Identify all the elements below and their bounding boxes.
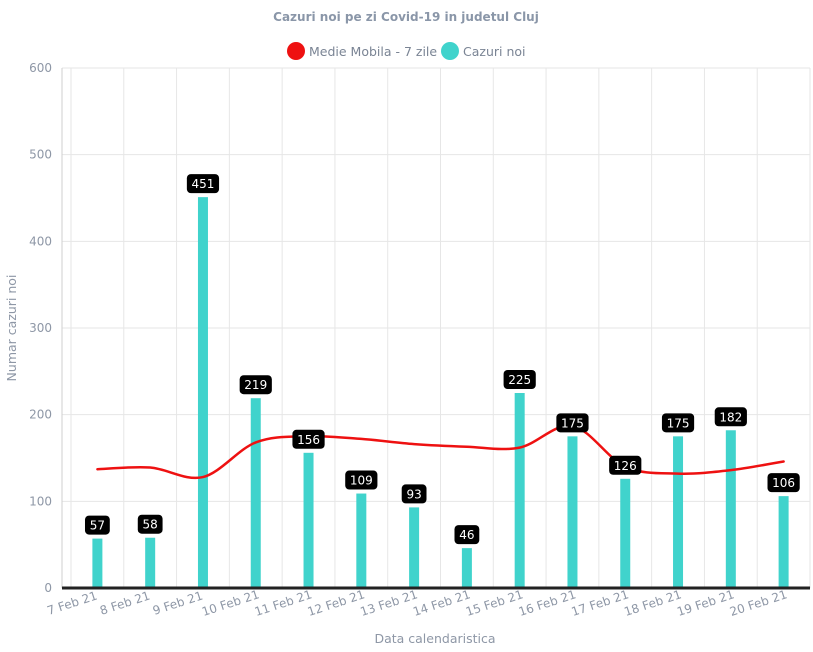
data-label-box — [556, 413, 589, 433]
bar-new-cases[interactable] — [567, 436, 578, 588]
data-label: 57 — [84, 515, 110, 535]
data-label-text: 219 — [244, 378, 267, 392]
data-label-box — [292, 429, 325, 449]
data-label-text: 175 — [561, 416, 584, 430]
x-tick-label: 13 Feb 21 — [358, 587, 419, 619]
data-label: 46 — [454, 525, 480, 545]
data-label-text: 106 — [772, 476, 795, 490]
data-label-box — [714, 407, 747, 427]
data-label-text: 46 — [459, 528, 474, 542]
data-label: 58 — [137, 514, 163, 534]
bar-new-cases[interactable] — [778, 496, 789, 588]
data-label-text: 109 — [350, 474, 373, 488]
grid — [62, 67, 811, 588]
data-label-box — [503, 370, 536, 389]
bar-new-cases[interactable] — [620, 478, 631, 588]
data-label-text: 58 — [143, 518, 158, 532]
legend-label-new-cases: Cazuri noi — [463, 44, 526, 59]
data-label-box — [767, 473, 800, 493]
y-tick-label: 500 — [29, 148, 52, 162]
y-tick-label: 200 — [29, 408, 52, 422]
chart-title: Cazuri noi pe zi Covid-19 in judetul Clu… — [273, 10, 539, 24]
x-tick-label: 18 Feb 21 — [622, 587, 683, 619]
y-tick-label: 400 — [29, 234, 52, 248]
bar-new-cases[interactable] — [461, 548, 472, 588]
y-axis-title: Numar cazuri noi — [4, 275, 19, 382]
data-label: 175 — [556, 413, 589, 433]
data-label-text: 225 — [508, 373, 531, 387]
bar-new-cases[interactable] — [725, 430, 736, 588]
data-label-box — [239, 375, 272, 395]
data-label: 175 — [661, 413, 695, 433]
bar-new-cases[interactable] — [303, 452, 314, 588]
data-label: 109 — [345, 470, 378, 490]
data-label-box — [84, 515, 110, 535]
data-label-text: 57 — [90, 519, 105, 533]
legend: Medie Mobila - 7 zile Cazuri noi — [287, 42, 526, 60]
bar-new-cases[interactable] — [356, 493, 367, 588]
axes: 0 100 200 300 400 500 600 7 Feb 21 8 Feb 21 9 Feb… — [29, 61, 810, 619]
data-label-text: 182 — [719, 410, 742, 424]
x-tick-label: 20 Feb 21 — [728, 587, 789, 619]
data-label: 225 — [503, 370, 536, 389]
data-label: 156 — [292, 429, 325, 449]
x-tick-label: 14 Feb 21 — [411, 587, 472, 619]
moving-average-line[interactable] — [96, 424, 785, 480]
x-tick-label: 16 Feb 21 — [517, 587, 578, 619]
x-tick-label: 17 Feb 21 — [570, 587, 631, 619]
data-label-box — [609, 455, 642, 475]
bar-new-cases[interactable] — [409, 507, 420, 588]
bar-new-cases[interactable] — [92, 538, 103, 588]
data-label-text: 126 — [614, 459, 637, 473]
x-tick-label: 12 Feb 21 — [306, 587, 367, 619]
x-tick-label: 7 Feb 21 — [45, 589, 99, 618]
data-label: 219 — [239, 375, 272, 395]
bar-new-cases[interactable] — [197, 197, 208, 588]
data-label-text: 175 — [667, 416, 690, 430]
y-tick-label: 300 — [29, 321, 52, 335]
x-tick-label: 19 Feb 21 — [675, 587, 736, 619]
data-label: 451 — [186, 174, 220, 194]
legend-label-moving-average: Medie Mobila - 7 zile — [309, 44, 437, 59]
data-labels: 57 58 451 219 156 109 93 46 225 175 126 175 182 106 — [84, 174, 800, 545]
data-label-box — [661, 413, 695, 433]
y-tick-label: 100 — [29, 494, 52, 508]
data-label-box — [137, 514, 163, 534]
bar-new-cases[interactable] — [673, 436, 684, 588]
x-tick-label: 8 Feb 21 — [98, 589, 152, 618]
x-tick-label: 15 Feb 21 — [464, 587, 525, 619]
data-label-text: 156 — [297, 433, 320, 447]
data-label-text: 451 — [192, 177, 215, 191]
legend-item-new-cases[interactable]: Cazuri noi — [441, 42, 526, 60]
data-label: 93 — [401, 484, 427, 504]
data-label-box — [186, 174, 220, 194]
bar-new-cases[interactable] — [250, 398, 261, 588]
x-tick-label: 10 Feb 21 — [200, 587, 261, 619]
bar-new-cases[interactable] — [145, 537, 156, 588]
x-tick-label: 11 Feb 21 — [253, 587, 314, 619]
legend-marker-new-cases — [441, 42, 459, 60]
data-label: 182 — [714, 407, 747, 427]
bar-new-cases[interactable] — [514, 393, 525, 588]
y-tick-label: 600 — [29, 61, 52, 75]
x-tick-label: 9 Feb 21 — [151, 589, 205, 618]
data-label-text: 93 — [406, 487, 421, 501]
data-label-box — [454, 525, 480, 545]
line-series — [96, 424, 785, 480]
data-label: 126 — [609, 455, 642, 475]
legend-marker-moving-average — [287, 42, 305, 60]
data-label-box — [401, 484, 427, 504]
x-axis-title: Data calendaristica — [374, 631, 495, 646]
legend-item-moving-average[interactable]: Medie Mobila - 7 zile — [287, 42, 437, 60]
data-label-box — [345, 470, 378, 490]
bar-series — [92, 197, 789, 588]
data-label: 106 — [767, 473, 800, 493]
y-tick-label: 0 — [44, 581, 52, 595]
